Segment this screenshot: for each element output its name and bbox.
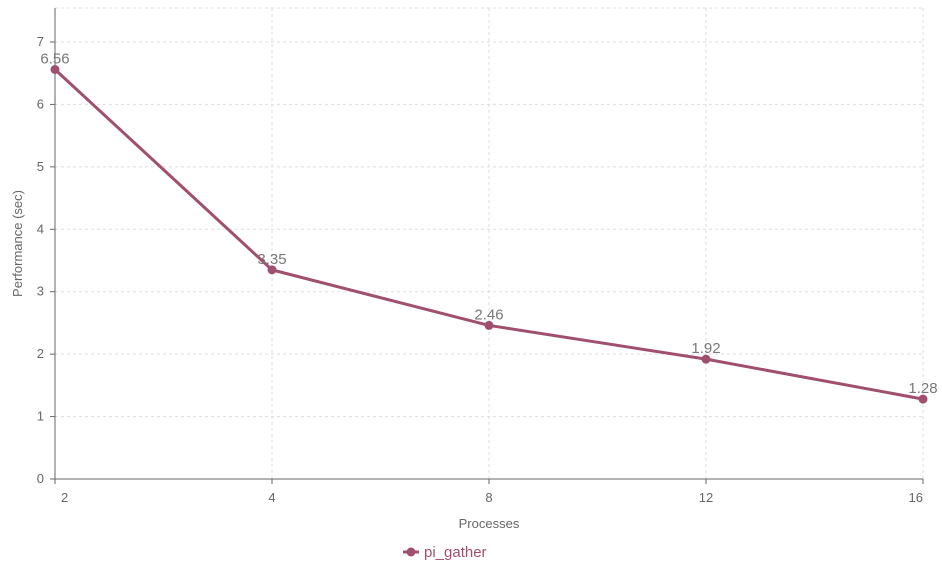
y-tick-label: 6: [37, 96, 44, 111]
y-tick-label: 7: [37, 34, 44, 49]
data-label: 2.46: [474, 306, 503, 323]
data-point: [484, 320, 494, 330]
data-point: [918, 394, 928, 404]
legend[interactable]: pi_gather: [403, 544, 487, 561]
x-tick-label: 2: [61, 490, 68, 505]
data-point: [267, 265, 277, 275]
grid: [55, 7, 924, 479]
x-tick-label: 16: [909, 490, 923, 505]
data-point: [701, 354, 711, 364]
y-tick-label: 3: [37, 284, 44, 299]
data-label: 1.92: [691, 340, 720, 357]
x-tick-label: 12: [699, 490, 713, 505]
y-tick-label: 1: [37, 409, 44, 424]
y-tick-label: 2: [37, 346, 44, 361]
y-axis-title: Performance (sec): [10, 190, 25, 297]
y-tick-label: 5: [37, 159, 44, 174]
data-point: [50, 64, 60, 74]
legend-label: pi_gather: [424, 544, 487, 561]
x-axis-title: Processes: [459, 516, 520, 531]
y-tick-label: 4: [37, 221, 44, 236]
data-label: 3.35: [257, 251, 286, 268]
y-tick-label: 0: [37, 471, 44, 486]
data-label: 6.56: [40, 50, 69, 67]
x-tick-label: 4: [268, 490, 275, 505]
data-label: 1.28: [908, 380, 937, 397]
x-axis-ticks: 2 4 8 12 16: [54, 479, 924, 505]
data-labels: 6.56 3.35 2.46 1.92 1.28: [40, 50, 937, 397]
y-axis-ticks: 0 1 2 3 4 5 6 7: [37, 34, 55, 486]
legend-marker-swatch: [406, 547, 416, 557]
series: [50, 64, 928, 404]
x-tick-label: 8: [485, 490, 492, 505]
